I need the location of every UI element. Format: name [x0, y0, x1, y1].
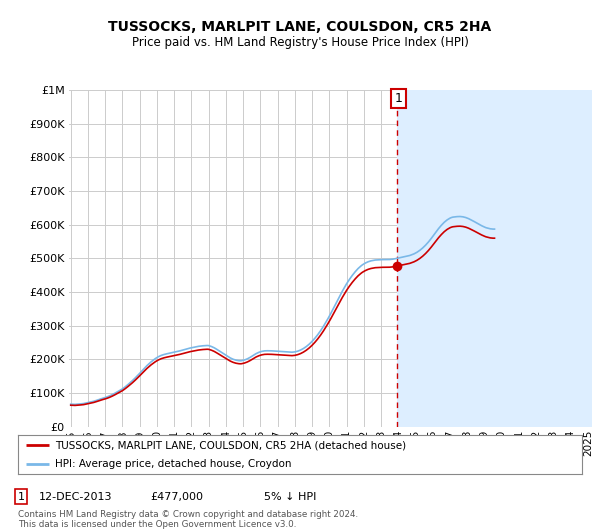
- Bar: [397, 90, 592, 427]
- Text: 1: 1: [395, 92, 403, 105]
- Text: TUSSOCKS, MARLPIT LANE, COULSDON, CR5 2HA: TUSSOCKS, MARLPIT LANE, COULSDON, CR5 2H…: [109, 20, 491, 34]
- Text: TUSSOCKS, MARLPIT LANE, COULSDON, CR5 2HA (detached house): TUSSOCKS, MARLPIT LANE, COULSDON, CR5 2H…: [55, 440, 406, 450]
- Text: 12-DEC-2013: 12-DEC-2013: [39, 492, 113, 501]
- Text: Contains HM Land Registry data © Crown copyright and database right 2024.
This d: Contains HM Land Registry data © Crown c…: [18, 510, 358, 529]
- Text: 5% ↓ HPI: 5% ↓ HPI: [264, 492, 316, 501]
- Text: HPI: Average price, detached house, Croydon: HPI: Average price, detached house, Croy…: [55, 458, 291, 469]
- Text: 1: 1: [17, 492, 25, 501]
- Text: Price paid vs. HM Land Registry's House Price Index (HPI): Price paid vs. HM Land Registry's House …: [131, 36, 469, 49]
- Text: £477,000: £477,000: [150, 492, 203, 501]
